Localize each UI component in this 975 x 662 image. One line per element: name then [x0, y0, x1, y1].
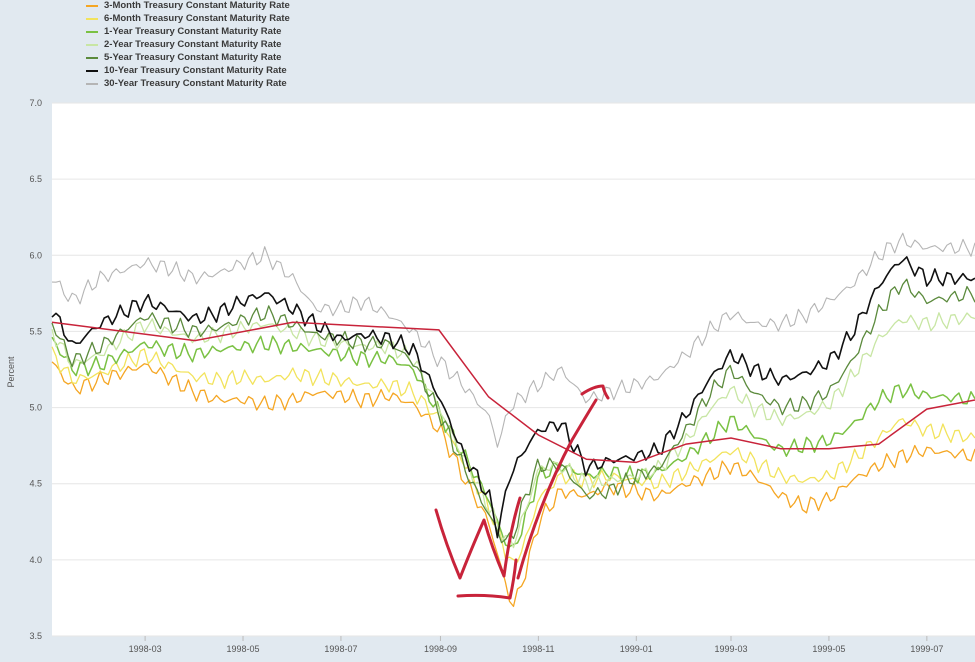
legend-label: 30-Year Treasury Constant Maturity Rate	[104, 78, 287, 89]
annotation-mark	[580, 384, 610, 400]
legend-item[interactable]: 2-Year Treasury Constant Maturity Rate	[86, 38, 281, 51]
series-layer	[51, 232, 975, 608]
series-line	[51, 256, 975, 539]
series-line	[51, 335, 975, 548]
series-line	[51, 312, 975, 549]
legend-item[interactable]: 3-Month Treasury Constant Maturity Rate	[86, 0, 290, 12]
x-tick-label: 1998-05	[227, 644, 260, 654]
trend-layer	[51, 321, 975, 464]
x-tick-label: 1998-09	[424, 644, 457, 654]
x-tick-label: 1999-03	[714, 644, 747, 654]
series-line	[51, 361, 975, 608]
legend-swatch	[86, 4, 98, 7]
y-axis-title: Percent	[6, 356, 16, 388]
legend-label: 2-Year Treasury Constant Maturity Rate	[104, 39, 282, 50]
legend-label: 5-Year Treasury Constant Maturity Rate	[104, 52, 282, 63]
annotation-mark	[434, 496, 522, 580]
y-tick-label: 6.0	[29, 250, 42, 260]
annotation-mark	[516, 398, 598, 580]
series-line	[51, 278, 975, 544]
x-tick-label: 1999-05	[812, 644, 845, 654]
legend-swatch	[86, 30, 98, 33]
series-line	[51, 346, 975, 563]
x-tick-label: 1998-03	[129, 644, 162, 654]
y-tick-label: 3.5	[29, 631, 42, 641]
legend-swatch	[86, 69, 98, 72]
legend-item[interactable]: 30-Year Treasury Constant Maturity Rate	[86, 77, 287, 90]
legend-item[interactable]: 10-Year Treasury Constant Maturity Rate	[86, 64, 287, 77]
annotation-mark	[456, 558, 518, 600]
legend-label: 3-Month Treasury Constant Maturity Rate	[104, 0, 290, 11]
legend-item[interactable]: 5-Year Treasury Constant Maturity Rate	[86, 51, 281, 64]
legend-swatch	[86, 17, 98, 20]
y-tick-label: 7.0	[29, 98, 42, 108]
legend-swatch	[86, 56, 98, 59]
y-tick-label: 4.0	[29, 555, 42, 565]
axes: 3.5 4.0 4.5 5.0 5.5 6.0 6.5 7.0 1998-03 1998-05 19…	[29, 98, 943, 654]
legend: 3-Month Treasury Constant Maturity Rate 6…	[86, 0, 486, 92]
annotations	[434, 384, 610, 600]
x-tick-label: 1998-07	[324, 644, 357, 654]
x-tick-label: 1999-01	[620, 644, 653, 654]
legend-label: 6-Month Treasury Constant Maturity Rate	[104, 13, 290, 24]
y-tick-label: 5.0	[29, 403, 42, 413]
series-line	[51, 232, 975, 448]
legend-item[interactable]: 1-Year Treasury Constant Maturity Rate	[86, 25, 281, 38]
x-tick-label: 1999-07	[910, 644, 943, 654]
plot-area	[52, 103, 975, 636]
legend-swatch	[86, 43, 98, 46]
legend-label: 10-Year Treasury Constant Maturity Rate	[104, 65, 287, 76]
y-tick-label: 4.5	[29, 479, 42, 489]
trend-line	[51, 321, 975, 464]
x-tick-label: 1998-11	[522, 644, 554, 654]
y-tick-label: 5.5	[29, 326, 42, 336]
legend-swatch	[86, 82, 98, 85]
legend-item[interactable]: 6-Month Treasury Constant Maturity Rate	[86, 12, 290, 25]
y-tick-label: 6.5	[29, 174, 42, 184]
legend-label: 1-Year Treasury Constant Maturity Rate	[104, 26, 282, 37]
